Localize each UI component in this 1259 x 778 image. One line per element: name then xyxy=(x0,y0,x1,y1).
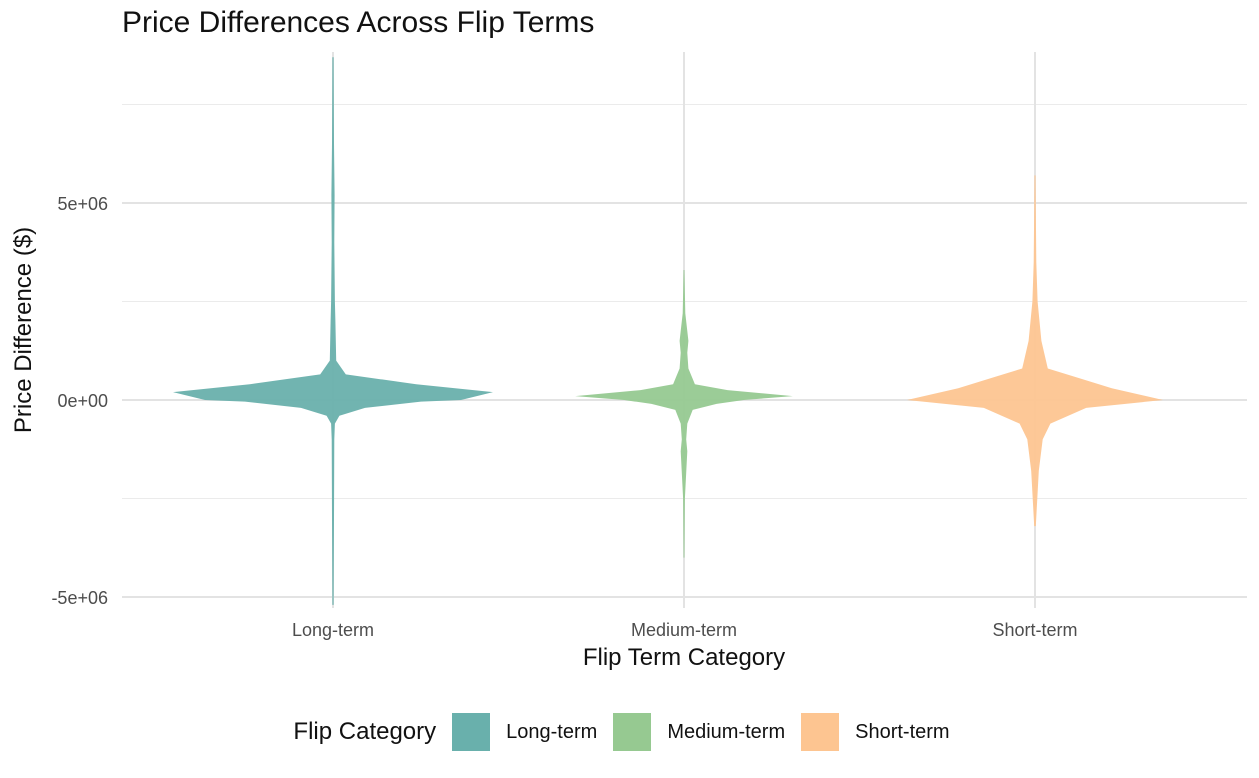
violins xyxy=(173,57,1163,605)
legend-key-long-term xyxy=(452,713,491,751)
y-tick-label: -5e+06 xyxy=(51,588,108,608)
axes: -5e+06 0e+00 5e+06 Long-term Medium-term Shor… xyxy=(10,194,1078,671)
legend: Flip Category Long-term Medium-term Shor… xyxy=(0,708,1259,756)
x-axis-title: Flip Term Category xyxy=(583,644,785,671)
x-tick-label: Medium-term xyxy=(631,620,737,640)
y-axis-title: Price Difference ($) xyxy=(10,227,37,433)
legend-item-long-term: Long-term xyxy=(452,713,597,751)
legend-item-medium-term: Medium-term xyxy=(613,713,785,751)
legend-key-short-term xyxy=(801,713,840,751)
legend-label-short-term: Short-term xyxy=(855,720,950,743)
x-tick-label: Short-term xyxy=(992,620,1077,640)
chart-title: Price Differences Across Flip Terms xyxy=(122,6,595,39)
x-tick-label: Long-term xyxy=(292,620,374,640)
legend-label-medium-term: Medium-term xyxy=(667,720,786,743)
legend-title: Flip Category xyxy=(293,718,437,745)
violin-long-term xyxy=(173,57,493,605)
y-tick-label: 5e+06 xyxy=(57,194,108,214)
y-tick-label: 0e+00 xyxy=(57,391,108,411)
violin-medium-term xyxy=(575,270,793,558)
legend-label-long-term: Long-term xyxy=(506,720,598,743)
legend-item-short-term: Short-term xyxy=(801,713,950,751)
plot-area: -5e+06 0e+00 5e+06 Long-term Medium-term Shor… xyxy=(10,52,1247,671)
legend-key-medium-term xyxy=(613,713,652,751)
violin-short-term xyxy=(907,175,1163,527)
